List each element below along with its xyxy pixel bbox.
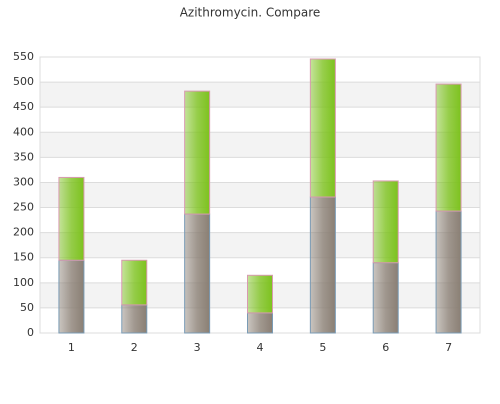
- bar-segment: [309, 58, 336, 198]
- x-tick-label: 4: [257, 341, 264, 354]
- y-tick-label: 500: [13, 75, 34, 88]
- bar-segment: [58, 176, 85, 261]
- y-tick-label: 250: [13, 201, 34, 214]
- y-tick-label: 350: [13, 150, 34, 163]
- bar-segment: [247, 274, 273, 314]
- y-tick-label: 450: [13, 100, 34, 113]
- bar-segment: [184, 90, 211, 215]
- y-tick-label: 300: [13, 175, 34, 188]
- x-tick-label: 5: [319, 341, 326, 354]
- bar-segment: [309, 196, 336, 334]
- x-tick-label: 2: [131, 341, 138, 354]
- y-tick-label: 400: [13, 125, 34, 138]
- bar-segment: [58, 259, 85, 334]
- bar-segment: [121, 259, 148, 306]
- grid-band: [40, 132, 480, 158]
- bar-segment: [372, 262, 399, 334]
- bar-segment: [184, 213, 211, 334]
- bar-segment: [247, 312, 273, 334]
- y-tick-label: 100: [13, 276, 34, 289]
- grid-band: [40, 82, 480, 108]
- bar-segment: [435, 83, 462, 212]
- grid-band: [40, 182, 480, 208]
- y-tick-label: 50: [20, 301, 34, 314]
- x-tick-label: 6: [382, 341, 389, 354]
- y-tick-label: 0: [27, 326, 34, 339]
- x-tick-label: 7: [445, 341, 452, 354]
- bar-segment: [372, 180, 399, 264]
- x-tick-label: 1: [68, 341, 75, 354]
- grid-band: [40, 232, 480, 258]
- bar-segment: [121, 304, 148, 334]
- chart-title: Azithromycin. Compare: [180, 6, 321, 20]
- x-tick-label: 3: [194, 341, 201, 354]
- bar-segment: [435, 210, 462, 334]
- y-tick-label: 150: [13, 251, 34, 264]
- y-tick-label: 200: [13, 226, 34, 239]
- y-tick-label: 550: [13, 50, 34, 63]
